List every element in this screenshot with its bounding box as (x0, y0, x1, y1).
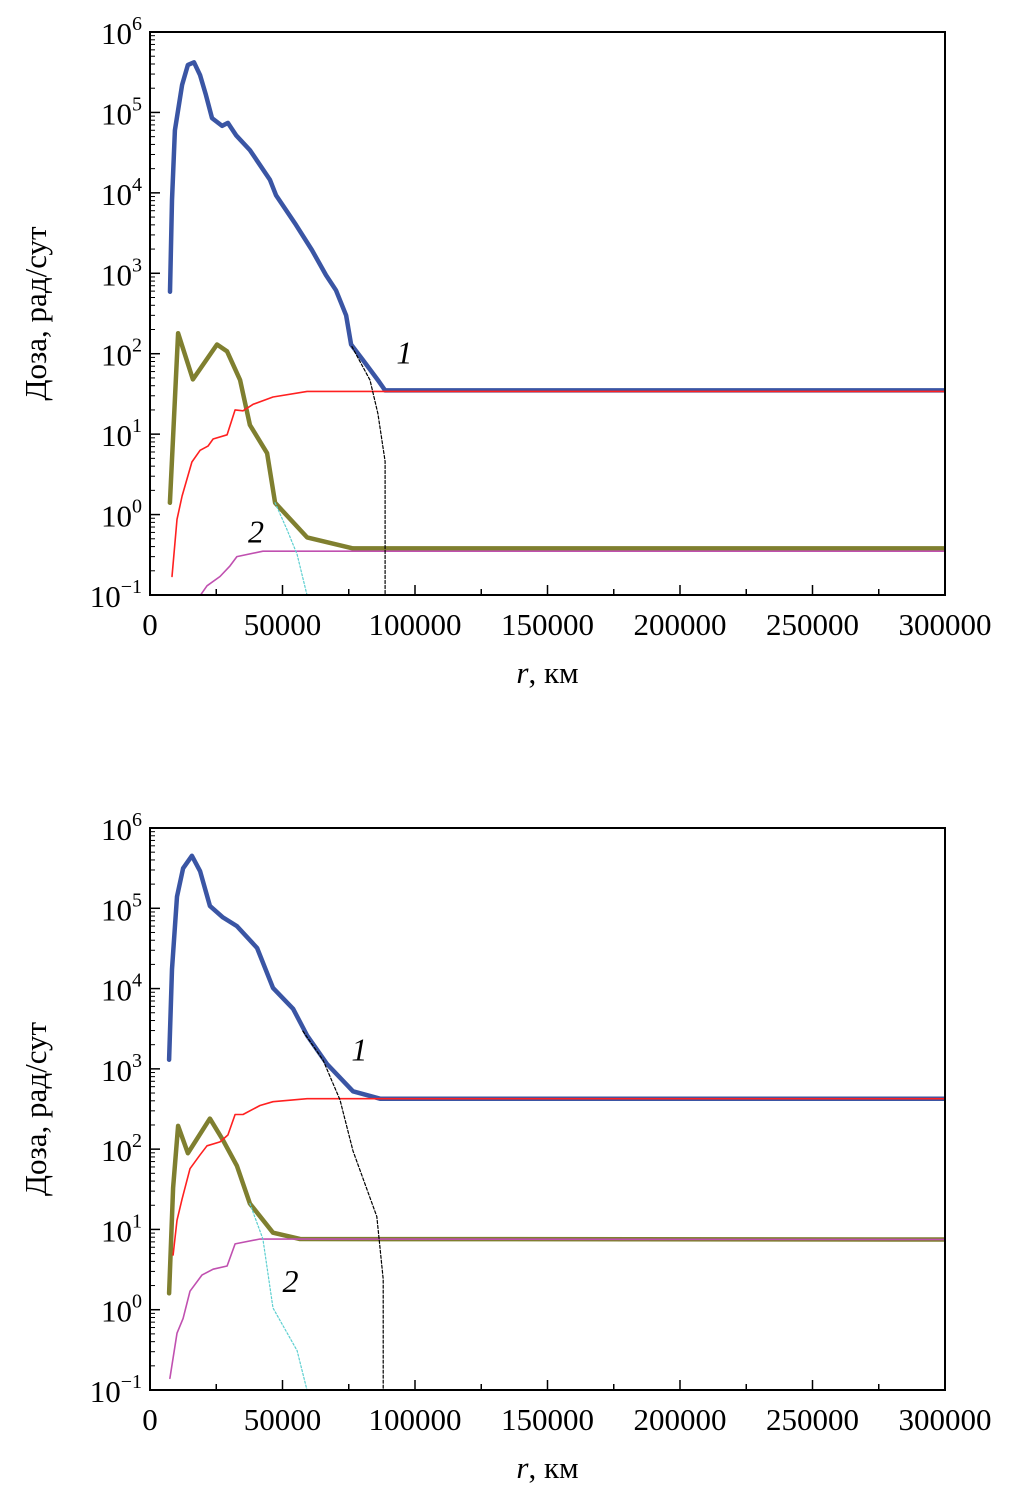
x-tick-label: 300000 (899, 1402, 992, 1437)
y-tick-label: 103 (101, 254, 142, 292)
y-tick-label: 105 (101, 93, 142, 131)
x-axis-title: r, км (516, 655, 578, 690)
x-tick-label: 250000 (766, 1402, 859, 1437)
curve-label-1: 1 (396, 335, 412, 371)
series-curve-2-total (167, 330, 945, 551)
y-tick-base: 10 (101, 1213, 132, 1248)
plot-frame (149, 827, 946, 1391)
y-tick-label: 102 (101, 335, 142, 373)
x-tick-label: 200000 (634, 1402, 727, 1437)
y-tick-base: 10 (101, 16, 132, 51)
y-axis-title: Доза, рад/сут (18, 226, 53, 401)
series-curve-2-component (199, 550, 945, 595)
x-tick-label: 50000 (244, 607, 322, 642)
y-tick-exponent: −1 (121, 1371, 142, 1393)
y-tick-label: 102 (101, 1130, 142, 1168)
y-tick-exponent: 2 (132, 335, 142, 357)
x-tick-label: 250000 (766, 607, 859, 642)
y-tick-base: 10 (101, 1133, 132, 1168)
y-tick-exponent: 4 (132, 174, 142, 196)
y-tick-exponent: 5 (132, 93, 142, 115)
x-tick-label: 50000 (244, 1402, 322, 1437)
y-tick-base: 10 (101, 1294, 132, 1329)
series-curve-1-component (171, 390, 945, 578)
series-curve-1-trapped (302, 1030, 384, 1390)
series-curve-1-total (167, 60, 945, 393)
x-axis-unit: , км (528, 655, 578, 690)
x-tick-label: 150000 (501, 1402, 594, 1437)
y-tick-base: 10 (101, 892, 132, 927)
x-tick-label: 0 (142, 607, 158, 642)
x-axis-variable: r (516, 655, 529, 690)
y-tick-label: 103 (101, 1050, 142, 1088)
y-tick-base: 10 (101, 418, 132, 453)
y-tick-base: 10 (90, 579, 121, 614)
x-tick-label: 100000 (369, 607, 462, 642)
x-tick-label: 150000 (501, 607, 594, 642)
y-tick-label: 104 (101, 970, 142, 1008)
y-tick-exponent: 1 (132, 415, 142, 437)
x-tick-label: 100000 (369, 1402, 462, 1437)
y-tick-exponent: 2 (132, 1130, 142, 1152)
y-tick-exponent: −1 (121, 576, 142, 598)
curve-label-2: 2 (282, 1263, 298, 1299)
y-tick-label: 106 (101, 13, 142, 51)
y-tick-base: 10 (101, 338, 132, 373)
series-curve-2-trapped (249, 1203, 308, 1390)
y-axis-title: Доза, рад/сут (18, 1021, 53, 1196)
y-tick-base: 10 (101, 973, 132, 1008)
y-tick-exponent: 4 (132, 970, 142, 992)
y-tick-exponent: 0 (132, 496, 142, 518)
y-tick-base: 10 (101, 96, 132, 131)
chart-bottom: 0 50000 100000 150000 200000 250000 3000001061… (18, 809, 992, 1485)
y-tick-label: 101 (101, 415, 142, 453)
y-tick-label: 10−1 (90, 1371, 142, 1409)
curve-label-2: 2 (248, 513, 264, 549)
y-tick-base: 10 (101, 499, 132, 534)
x-axis-variable: r (516, 1450, 529, 1485)
y-tick-exponent: 1 (132, 1210, 142, 1232)
series-curve-1-component (172, 1097, 945, 1256)
x-axis-unit: , км (528, 1450, 578, 1485)
plot-frame (149, 31, 946, 596)
x-tick-label: 0 (142, 1402, 158, 1437)
y-tick-base: 10 (101, 812, 132, 847)
series-curve-1-total (166, 853, 945, 1101)
y-tick-exponent: 3 (132, 1050, 142, 1072)
x-tick-label: 300000 (899, 607, 992, 642)
y-tick-exponent: 3 (132, 254, 142, 276)
y-tick-exponent: 0 (132, 1291, 142, 1313)
x-axis-title: r, км (516, 1450, 578, 1485)
y-tick-label: 105 (101, 889, 142, 927)
y-tick-label: 100 (101, 1291, 142, 1329)
y-tick-base: 10 (101, 1053, 132, 1088)
x-tick-label: 200000 (634, 607, 727, 642)
y-tick-exponent: 5 (132, 889, 142, 911)
series-curve-1-trapped (351, 345, 386, 595)
y-tick-label: 10−1 (90, 576, 142, 614)
y-tick-base: 10 (101, 257, 132, 292)
y-tick-base: 10 (90, 1374, 121, 1409)
y-tick-exponent: 6 (132, 809, 142, 831)
y-tick-label: 104 (101, 174, 142, 212)
y-tick-label: 101 (101, 1210, 142, 1248)
y-tick-exponent: 6 (132, 13, 142, 35)
curve-label-1: 1 (351, 1031, 367, 1067)
y-tick-base: 10 (101, 177, 132, 212)
chart-top: 0 50000 100000 150000 200000 250000 3000001061… (18, 13, 992, 690)
series-curve-2-component (169, 1238, 945, 1380)
y-tick-label: 106 (101, 809, 142, 847)
y-tick-label: 100 (101, 496, 142, 534)
